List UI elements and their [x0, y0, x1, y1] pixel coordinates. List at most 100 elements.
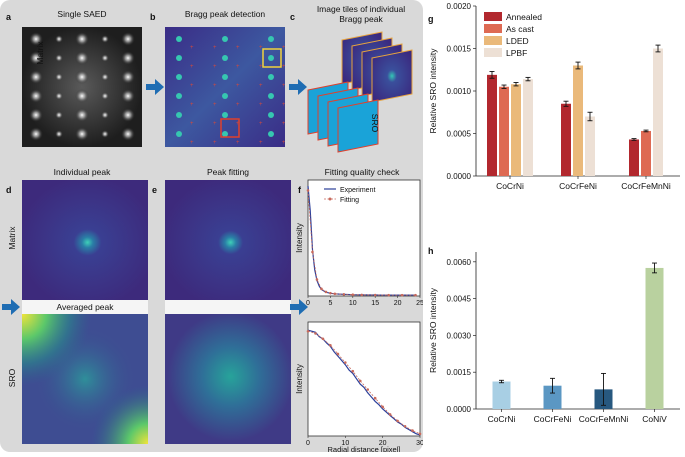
- f-x-tick-label: 25: [416, 300, 423, 307]
- fitting-point: [336, 352, 340, 356]
- detected-marker: +: [282, 121, 285, 127]
- bragg-spot: [222, 93, 228, 99]
- g-y-tick-label: 0.0015: [447, 45, 472, 54]
- fitting-point: [324, 290, 328, 294]
- matrix-tiles: [341, 31, 413, 103]
- bragg-spot: [176, 36, 182, 42]
- panel-c-label: c: [290, 12, 296, 22]
- panel-d-label: d: [6, 185, 12, 195]
- f-y-axis-label: Intensity: [295, 364, 304, 394]
- bragg-background: [165, 27, 285, 147]
- bragg-spot: [176, 55, 182, 61]
- averaged-peak-label: Averaged peak: [56, 302, 114, 312]
- detected-marker: +: [213, 121, 217, 127]
- fitting-point: [358, 379, 362, 383]
- diffraction-spot: [55, 130, 63, 138]
- h-y-tick-label: 0.0030: [447, 331, 472, 340]
- f-x-tick-label: 5: [328, 300, 332, 307]
- g-bar-annealed: [629, 139, 639, 176]
- diffraction-spot: [29, 70, 43, 84]
- fitting-line: [307, 330, 421, 435]
- fitting-point: [381, 405, 384, 409]
- bragg-spot: [222, 74, 228, 80]
- detected-marker: +: [213, 45, 217, 51]
- detected-marker: +: [236, 140, 240, 146]
- diffraction-spot: [29, 89, 43, 103]
- panel-e-label: e: [152, 185, 158, 195]
- panel-f-title: Fitting quality check: [324, 167, 400, 177]
- detected-marker: +: [213, 83, 217, 89]
- panel-g-label: g: [428, 14, 434, 24]
- bragg-spot: [222, 55, 228, 61]
- diffraction-spot: [121, 70, 135, 84]
- g-x-tick-label: CoCrFeNi: [559, 181, 597, 191]
- diffraction-spot: [75, 70, 89, 84]
- diffraction-spot: [55, 73, 63, 81]
- detected-marker: +: [259, 102, 263, 108]
- detected-marker: +: [259, 45, 263, 51]
- fitting-point: [388, 413, 392, 416]
- legend-experiment-label: Experiment: [340, 187, 375, 194]
- matrix-peak-box: [262, 48, 282, 68]
- g-bar-lpbf: [523, 79, 533, 176]
- g-x-tick-label: CoCrFeMnNi: [621, 181, 671, 191]
- diffraction-spot: [121, 108, 135, 122]
- bragg-spot: [176, 112, 182, 118]
- diffraction-spot: [101, 130, 109, 138]
- g-bar-as-cast: [641, 130, 651, 176]
- fitting-point: [373, 293, 377, 297]
- g-y-tick-label: 0.0010: [447, 87, 472, 96]
- diffraction-spot: [55, 111, 63, 119]
- detected-marker: +: [236, 45, 240, 51]
- fitting-line: [307, 190, 416, 296]
- fitting-point: [329, 291, 332, 295]
- g-y-tick-label: 0.0000: [447, 172, 472, 181]
- arrow-b-to-c-icon: [289, 79, 307, 95]
- detected-marker: +: [190, 83, 194, 89]
- saed-image: [22, 27, 142, 147]
- bragg-spot: [222, 131, 228, 137]
- fitting-point: [411, 429, 414, 432]
- h-x-tick-label: CoNiV: [642, 414, 667, 424]
- bragg-spot: [222, 112, 228, 118]
- diffraction-spot: [101, 54, 109, 62]
- bragg-spot: [268, 112, 274, 118]
- arrow-to-d-icon: [2, 299, 20, 315]
- diffraction-spot: [121, 32, 135, 46]
- sro-peak-box: [220, 118, 240, 138]
- individual-peak-sro-image: [22, 314, 148, 444]
- h-bar: [492, 381, 511, 409]
- diffraction-spot: [101, 111, 109, 119]
- fitting-quality-charts: 0 5 10 15 20 25 Intensity Experiment Fitting 0 10 2…: [288, 176, 424, 454]
- diffraction-spot: [75, 89, 89, 103]
- diffraction-spot: [29, 32, 43, 46]
- fitting-point: [342, 293, 346, 296]
- g-y-tick-label: 0.0005: [447, 130, 472, 139]
- fitting-point: [396, 419, 399, 423]
- diffraction-spot: [75, 108, 89, 122]
- panel-c-title-line1: Image tiles of individual: [316, 4, 406, 14]
- diffraction-spot: [29, 108, 43, 122]
- g-bar-lpbf: [585, 116, 595, 176]
- arrow-a-to-b-icon: [146, 79, 164, 95]
- h-bar: [543, 385, 562, 409]
- g-legend-swatch: [484, 24, 502, 33]
- fitting-point: [414, 293, 417, 297]
- fitted-peak-sro-image: [165, 314, 291, 444]
- detected-marker: +: [213, 102, 217, 108]
- image-tiles-illustration: [300, 26, 423, 166]
- detected-marker: +: [190, 45, 194, 51]
- f-x-tick-label: 0: [306, 300, 310, 307]
- detected-marker: +: [190, 64, 194, 70]
- f-x-tick-label: 20: [379, 440, 387, 447]
- panel-f-label: f: [298, 185, 301, 195]
- g-bar-annealed: [561, 103, 571, 176]
- panel-e-title: Peak fitting: [206, 167, 250, 177]
- h-x-tick-label: CoCrNi: [488, 414, 516, 424]
- detected-marker: +: [236, 83, 240, 89]
- f-y-axis-label: Intensity: [295, 223, 304, 253]
- g-bar-lded: [573, 65, 583, 176]
- fitting-point: [344, 361, 347, 364]
- h-x-tick-label: CoCrFeNi: [534, 414, 572, 424]
